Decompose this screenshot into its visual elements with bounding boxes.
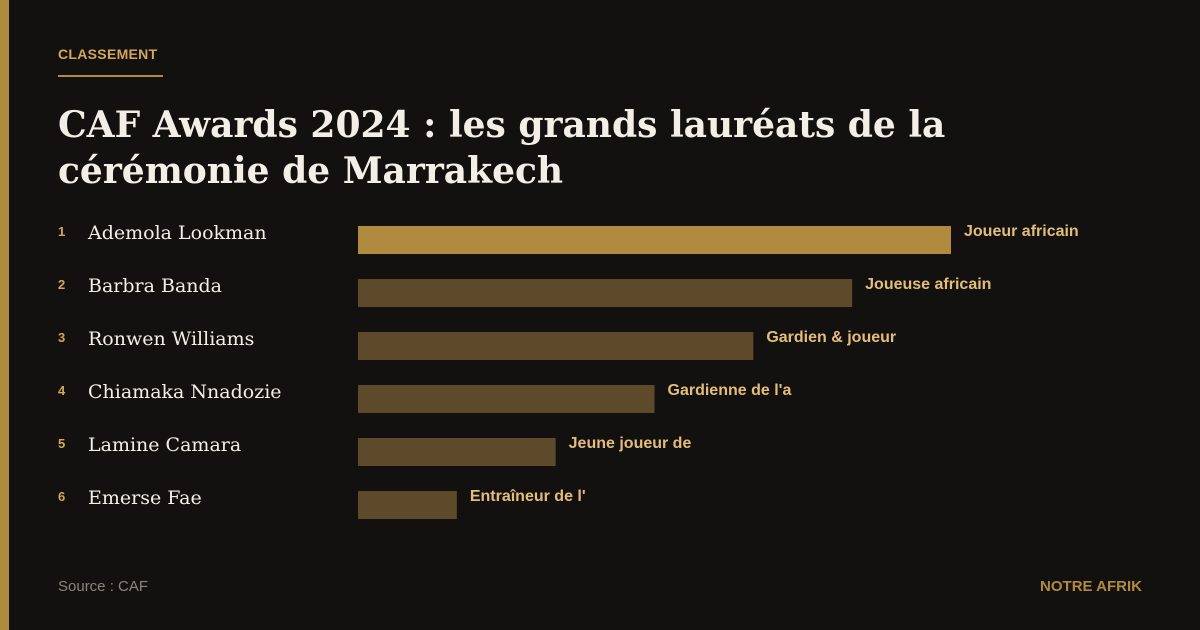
rank-number: 4 (58, 383, 66, 398)
rank-number: 2 (58, 277, 65, 292)
winner-name: Ronwen Williams (88, 328, 254, 350)
brand-logo: NOTRE AFRIK (1040, 578, 1142, 595)
winner-name: Chiamaka Nnadozie (88, 381, 282, 403)
source-note: Source : CAF (58, 578, 149, 595)
winner-name: Lamine Camara (88, 434, 241, 456)
award-label: Jeune joueur de (569, 435, 692, 452)
award-label: Entraîneur de l' (470, 488, 586, 505)
winner-name: Barbra Banda (88, 275, 222, 297)
accent-stripe (0, 0, 9, 630)
award-label: Gardien & joueur (766, 329, 896, 346)
bar (358, 385, 655, 413)
bar (358, 332, 754, 360)
rank-number: 1 (58, 224, 65, 239)
section-kicker: CLASSEMENT (58, 46, 158, 62)
winner-name: Ademola Lookman (87, 222, 267, 244)
award-label: Gardienne de l'a (668, 382, 792, 399)
award-label: Joueuse africain (865, 276, 991, 293)
bar (358, 279, 853, 307)
award-label: Joueur africain (964, 223, 1079, 240)
bar (358, 226, 951, 254)
rank-number: 5 (58, 436, 65, 451)
bar (358, 438, 556, 466)
winner-name: Emerse Fae (88, 487, 202, 509)
page-title: CAF Awards 2024 : les grands lauréats de… (58, 104, 946, 192)
rank-number: 6 (58, 489, 65, 504)
kicker-underline (58, 75, 163, 77)
bar (358, 491, 457, 519)
rank-number: 3 (58, 330, 65, 345)
